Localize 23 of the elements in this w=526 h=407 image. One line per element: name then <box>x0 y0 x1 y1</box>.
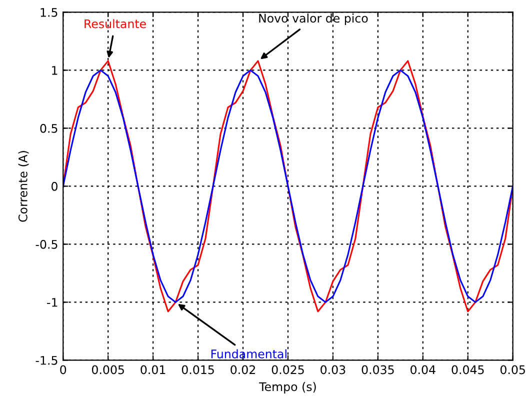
text: Fundamental <box>211 349 286 358</box>
x-tick-label: 0.015 <box>182 365 214 374</box>
x-axis-title: Tempo (s) <box>259 382 316 394</box>
text: Resultante <box>84 19 146 28</box>
x-tick-label: 0.005 <box>92 365 124 374</box>
y-tick-label: -1.5 <box>36 356 58 365</box>
x-tick-label: 0.05 <box>500 365 525 374</box>
y-tick-label: 0 <box>52 182 58 191</box>
x-tick-label: 0.03 <box>320 365 346 374</box>
x-tick-label: 0.04 <box>410 365 436 374</box>
x-tick-label: 0.045 <box>452 365 484 374</box>
y-axis-title: Corrente (A) <box>18 151 29 222</box>
y-tick-label: -0.5 <box>36 240 58 249</box>
y-tick-label: 1 <box>52 66 58 75</box>
x-tick-label: 0.02 <box>230 365 255 374</box>
x-tick-label: 0.035 <box>362 365 394 374</box>
y-tick-label: 1.5 <box>40 8 58 17</box>
x-tick-label: 0.01 <box>140 365 166 374</box>
y-tick-label: -1 <box>47 298 58 307</box>
annotation: Novo valor de pico <box>259 14 368 25</box>
x-tick-label: 0 <box>60 365 66 374</box>
y-tick-label: 0.5 <box>40 124 58 133</box>
x-tick-label: 0.025 <box>272 365 304 374</box>
